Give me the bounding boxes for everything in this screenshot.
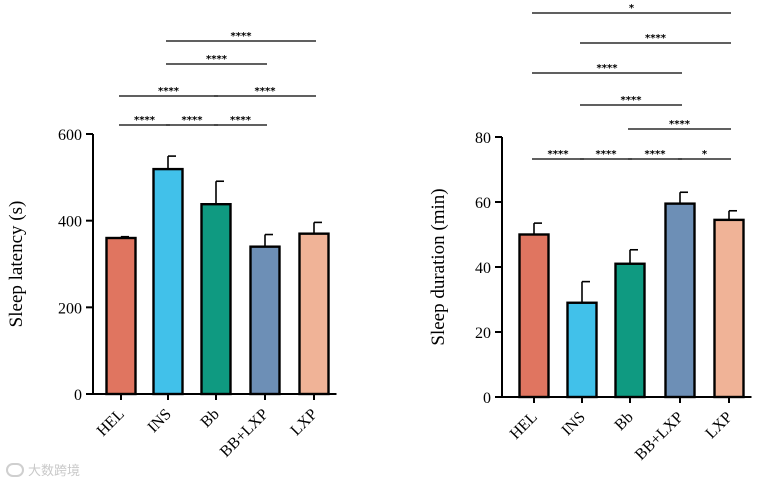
x-tick-label: LXP bbox=[702, 409, 735, 442]
significance-label: **** bbox=[134, 115, 156, 126]
bar-ins bbox=[566, 301, 598, 399]
significance-label: **** bbox=[645, 149, 667, 160]
y-tick-label: 400 bbox=[58, 214, 82, 231]
significance-label: **** bbox=[548, 149, 570, 160]
bar-lxp bbox=[298, 232, 330, 396]
watermark: 大数跨境 bbox=[6, 460, 80, 479]
bar-bb-lxp bbox=[249, 245, 281, 396]
y-tick-label: 60 bbox=[475, 195, 491, 212]
y-tick-label: 80 bbox=[475, 130, 491, 147]
bar-hel bbox=[105, 236, 137, 396]
significance-label: **** bbox=[231, 31, 253, 42]
bar-ins bbox=[152, 167, 184, 396]
x-tick-label: HEL bbox=[507, 409, 541, 443]
significance-label: **** bbox=[621, 95, 643, 106]
significance-label: **** bbox=[206, 54, 228, 65]
y-tick-label: 600 bbox=[58, 127, 82, 144]
bar-lxp bbox=[713, 218, 745, 399]
x-tick-label: INS bbox=[145, 406, 175, 436]
x-tick-label: BB+LXP bbox=[632, 409, 687, 464]
significance-label: **** bbox=[669, 119, 691, 130]
significance-label: **** bbox=[597, 63, 619, 74]
x-tick-label: INS bbox=[559, 409, 589, 439]
x-tick-label: BB+LXP bbox=[217, 406, 272, 461]
logo-icon bbox=[6, 462, 24, 477]
significance-label: **** bbox=[182, 115, 204, 126]
y-tick-label: 0 bbox=[74, 387, 82, 404]
significance-label: **** bbox=[255, 86, 277, 97]
bar-bb bbox=[200, 202, 232, 396]
watermark-text: 大数跨境 bbox=[28, 464, 81, 479]
y-axis-title: Sleep duration (min) bbox=[428, 188, 449, 345]
y-tick-label: 40 bbox=[475, 260, 491, 277]
x-tick-label: Bb bbox=[612, 409, 637, 434]
y-axis-title: Sleep latency (s) bbox=[6, 201, 27, 328]
x-tick-label: Bb bbox=[198, 406, 223, 431]
bar-bb-lxp bbox=[664, 202, 696, 399]
significance-label: * bbox=[702, 149, 708, 160]
significance-label: **** bbox=[158, 86, 180, 97]
significance-label: **** bbox=[596, 149, 618, 160]
significance-label: * bbox=[629, 3, 635, 14]
significance-label: **** bbox=[230, 115, 252, 126]
x-tick-label: HEL bbox=[94, 406, 128, 440]
significance-label: **** bbox=[645, 33, 667, 44]
y-tick-label: 20 bbox=[475, 325, 491, 342]
bar-hel bbox=[518, 233, 550, 399]
y-tick-label: 0 bbox=[483, 390, 491, 407]
x-tick-label: LXP bbox=[287, 406, 320, 439]
y-tick-label: 200 bbox=[58, 300, 82, 317]
bar-bb bbox=[614, 262, 646, 399]
